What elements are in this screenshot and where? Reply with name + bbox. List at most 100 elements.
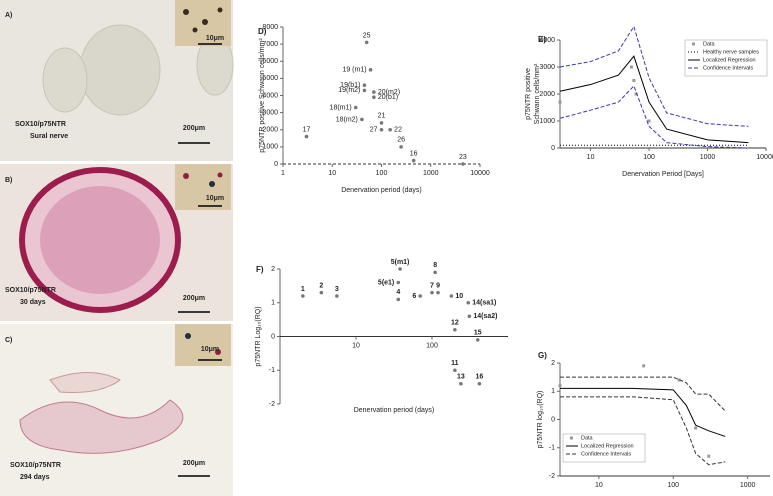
point	[459, 381, 463, 386]
point	[364, 40, 369, 45]
point-label: 18(m2)	[336, 116, 358, 123]
y-axis-title: p75NTR positive Schwann cells/mm²	[259, 38, 266, 153]
x-tick-label: 10	[587, 154, 595, 161]
stain: SOX10/p75NTR	[10, 462, 61, 469]
point-label: 1	[301, 286, 305, 293]
y-tick-label: 6000	[262, 58, 278, 65]
caption: Sural nerve	[30, 133, 68, 140]
point	[304, 134, 309, 139]
panel-label: D)	[258, 27, 267, 36]
point-label: 7	[430, 282, 434, 289]
point	[477, 381, 482, 386]
point-label: 15	[474, 330, 482, 337]
panel-label: G)	[538, 351, 547, 360]
point	[372, 95, 376, 100]
point	[360, 117, 364, 122]
point-label: 26	[397, 137, 405, 144]
point	[379, 121, 384, 125]
point-label: 9	[436, 282, 440, 289]
point	[430, 290, 434, 295]
x-axis-title: Denervation period (days)	[341, 187, 422, 194]
x-axis-title: Denervation period (days)	[354, 407, 435, 414]
y-tick-label: 5000	[262, 75, 278, 82]
point	[467, 314, 472, 319]
x-axis-title: Denervation Period [Days]	[622, 171, 704, 178]
fascicle	[42, 47, 88, 113]
line	[559, 25, 749, 127]
point-label: 6	[412, 293, 416, 300]
point-label: 14(sa1)	[472, 300, 496, 307]
tissue	[19, 399, 184, 454]
x-tick-label: 10000	[470, 170, 490, 177]
y-tick-label: 1000	[539, 118, 555, 125]
y-tick-label: 3000	[539, 64, 555, 71]
point	[319, 290, 324, 295]
point	[396, 297, 401, 302]
y-tick-label: 0	[551, 145, 555, 152]
point-label: 19 (m1)	[342, 67, 366, 74]
legend-label: Confidence Intervals	[703, 65, 753, 71]
point-label: 5(e1)	[378, 279, 394, 286]
scale-label: 200μm	[183, 295, 205, 302]
panel-label: A)	[5, 12, 12, 19]
point-label: 4	[396, 289, 400, 296]
y-tick-label: 2	[551, 360, 555, 367]
legend-box	[562, 433, 646, 463]
point	[436, 290, 440, 295]
y-tick-label: -2	[269, 401, 275, 408]
y-tick-label: -1	[549, 445, 555, 452]
y-tick-label: 2	[271, 266, 275, 273]
legend-label: Data	[703, 41, 716, 47]
inset-scale: 10μm	[206, 195, 224, 202]
point	[461, 162, 465, 166]
point-label: 11	[451, 360, 459, 367]
point-label: 20(b1)	[378, 94, 398, 101]
x-tick-label: 1	[281, 170, 285, 177]
point-label: 17	[303, 126, 311, 133]
y-tick-label: 0	[271, 333, 275, 340]
stain: SOX10/p75NTR	[5, 287, 56, 294]
x-tick-label: 1000	[700, 154, 716, 161]
point-label: 19(b1)	[340, 82, 360, 89]
y-axis-title: Schwann cells/mm²	[534, 63, 541, 124]
scale-label: 200μm	[183, 460, 205, 467]
x-tick-label: 10	[352, 342, 360, 349]
point	[372, 90, 376, 94]
point	[466, 300, 471, 305]
legend-box	[684, 39, 768, 77]
data-point	[707, 454, 711, 458]
y-tick-label: 0	[551, 416, 555, 423]
legend-label: Confidence Intervals	[581, 451, 631, 457]
inset-scale: 10μm	[206, 35, 224, 42]
scale-label: 200μm	[183, 125, 205, 132]
panel-label: B)	[5, 177, 12, 184]
nerve-core	[40, 186, 160, 294]
point-label: 21	[378, 113, 386, 120]
point-label: 2	[319, 282, 323, 289]
point	[398, 267, 402, 271]
x-tick-label: 100	[667, 482, 679, 489]
point-label: 16	[410, 150, 418, 157]
point	[399, 145, 403, 149]
legend-label: Localized Regression	[703, 57, 756, 63]
point	[388, 127, 392, 132]
x-tick-label: 1000	[423, 170, 439, 177]
point-label: 18(m1)	[330, 104, 352, 111]
data-point	[629, 65, 633, 69]
line	[559, 84, 749, 149]
point	[418, 294, 423, 298]
point	[433, 270, 437, 275]
data-point	[642, 364, 646, 368]
data-point	[694, 426, 698, 430]
point-label: 3	[335, 286, 339, 293]
y-tick-label: 4000	[262, 92, 278, 99]
x-tick-label: 10	[328, 170, 336, 177]
point-label: 12	[451, 320, 459, 327]
point	[353, 105, 358, 110]
x-tick-label: 100	[376, 170, 388, 177]
point-label: 19(m2)	[338, 87, 360, 94]
point	[396, 280, 401, 285]
y-tick-label: 2000	[539, 91, 555, 98]
point-label: 10	[455, 293, 463, 300]
